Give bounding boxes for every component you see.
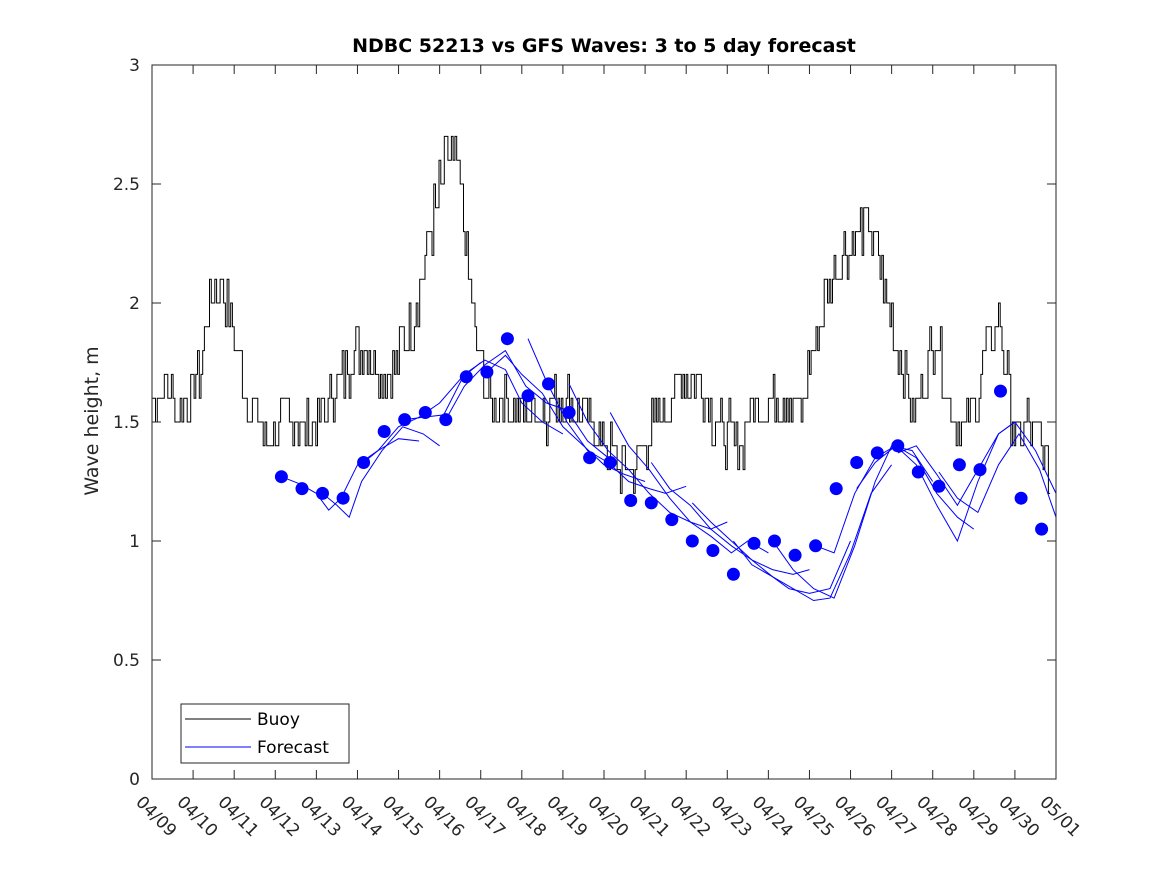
forecast-point (459, 370, 473, 384)
forecast-point (685, 534, 699, 548)
forecast-point (624, 494, 638, 507)
forecast-run-line (363, 362, 482, 463)
forecast-point (521, 389, 535, 403)
y-axis: 0 0.5 1 1.5 2 2.5 3 (113, 56, 1056, 790)
forecast-run-line (568, 383, 728, 530)
forecast-run-line (938, 432, 1057, 518)
forecast-point (768, 534, 781, 548)
y-tick-label: 0.5 (113, 651, 140, 671)
forecast-point (295, 482, 309, 496)
forecast-run-line (733, 464, 893, 602)
forecast-point (829, 482, 843, 496)
legend: Buoy Forecast (180, 703, 350, 764)
forecast-point (870, 446, 884, 460)
forecast-run-line (322, 426, 440, 519)
y-tick-label: 1 (129, 532, 140, 552)
legend-box (180, 703, 350, 764)
forecast-run-line (527, 338, 687, 494)
y-tick-label: 2.5 (113, 175, 140, 195)
forecast-point (336, 491, 350, 505)
forecast-point (932, 479, 946, 493)
buoy-series-line (152, 135, 1051, 494)
forecast-point (603, 456, 617, 469)
y-tick-label: 0 (129, 770, 140, 790)
y-tick-label: 2 (129, 294, 140, 314)
forecast-point (952, 458, 966, 472)
y-axis-label: Wave height, m (81, 346, 103, 495)
forecast-point (706, 544, 720, 557)
forecast-point (973, 463, 987, 477)
forecast-point (747, 536, 761, 550)
forecast-run-line (404, 359, 564, 435)
forecast-run-line (445, 349, 609, 459)
forecast-run-line (897, 421, 1057, 507)
forecast-run-line (650, 462, 810, 575)
forecast-point (1035, 522, 1049, 536)
forecast-run-line (281, 438, 420, 511)
forecast-point (994, 384, 1007, 398)
forecast-point (1014, 491, 1028, 505)
forecast-point (644, 496, 658, 510)
forecast-point (500, 332, 514, 346)
forecast-point (726, 567, 740, 581)
forecast-point (850, 456, 864, 469)
forecast-run-line (856, 421, 1016, 543)
forecast-run-line (774, 445, 934, 599)
forecast-point (377, 425, 391, 438)
forecast-run-line (609, 412, 769, 554)
legend-forecast-label: Forecast (257, 738, 329, 758)
plot-area (152, 135, 1057, 602)
forecast-point (788, 548, 802, 562)
legend-buoy-label: Buoy (257, 710, 300, 730)
y-tick-label: 1.5 (113, 413, 140, 433)
forecast-point (583, 451, 597, 465)
forecast-point (665, 513, 679, 527)
y-tick-label: 3 (129, 56, 140, 76)
chart-title: NDBC 52213 vs GFS Waves: 3 to 5 day fore… (352, 35, 856, 57)
forecast-point (542, 377, 555, 391)
